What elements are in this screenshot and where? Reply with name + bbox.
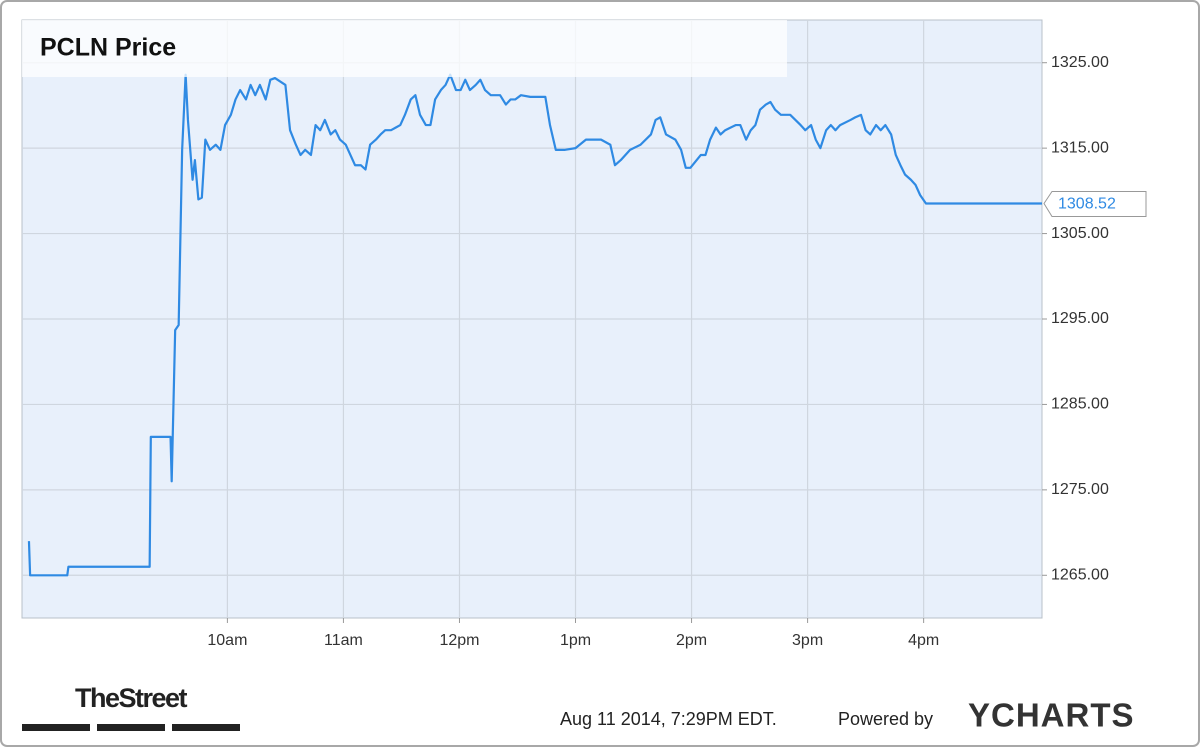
x-tick-label: 2pm bbox=[676, 632, 707, 649]
series bbox=[27, 73, 1042, 577]
x-tick-label: 1pm bbox=[560, 632, 591, 649]
y-tick-label: 1325.00 bbox=[1051, 54, 1109, 71]
last-value-label: 1308.52 bbox=[1058, 196, 1116, 213]
x-tick-label: 10am bbox=[207, 632, 247, 649]
y-tick-label: 1275.00 bbox=[1051, 481, 1109, 498]
y-tick-label: 1295.00 bbox=[1051, 310, 1109, 327]
logo-bar bbox=[97, 724, 165, 731]
y-tick-label: 1285.00 bbox=[1051, 396, 1109, 413]
powered-by: Powered by bbox=[838, 709, 933, 729]
y-tick-label: 1305.00 bbox=[1051, 225, 1109, 242]
y-tick-label: 1265.00 bbox=[1051, 567, 1109, 584]
logo-bar bbox=[172, 724, 240, 731]
footer-date: Aug 11 2014, 7:29PM EDT. bbox=[560, 709, 777, 729]
ticks: 1265.00 1275.00 1285.00 1295.00 1305.00 1315.… bbox=[207, 54, 1109, 649]
callout-box bbox=[1043, 191, 1147, 218]
logo-bar bbox=[22, 724, 90, 731]
x-tick-label: 3pm bbox=[792, 632, 823, 649]
title-box bbox=[22, 20, 787, 77]
thestreet-logo: TheStreet bbox=[75, 683, 188, 713]
ycharts-logo: YCHARTS bbox=[968, 697, 1135, 734]
x-tick-label: 12pm bbox=[439, 632, 479, 649]
chart-title: PCLN Price bbox=[40, 34, 176, 62]
y-tick-label: 1315.00 bbox=[1051, 139, 1109, 156]
x-tick-label: 4pm bbox=[908, 632, 939, 649]
price-line bbox=[27, 73, 1042, 577]
last-value-callout: 1308.52 bbox=[1043, 191, 1147, 218]
x-tick-label: 11am bbox=[324, 632, 363, 649]
